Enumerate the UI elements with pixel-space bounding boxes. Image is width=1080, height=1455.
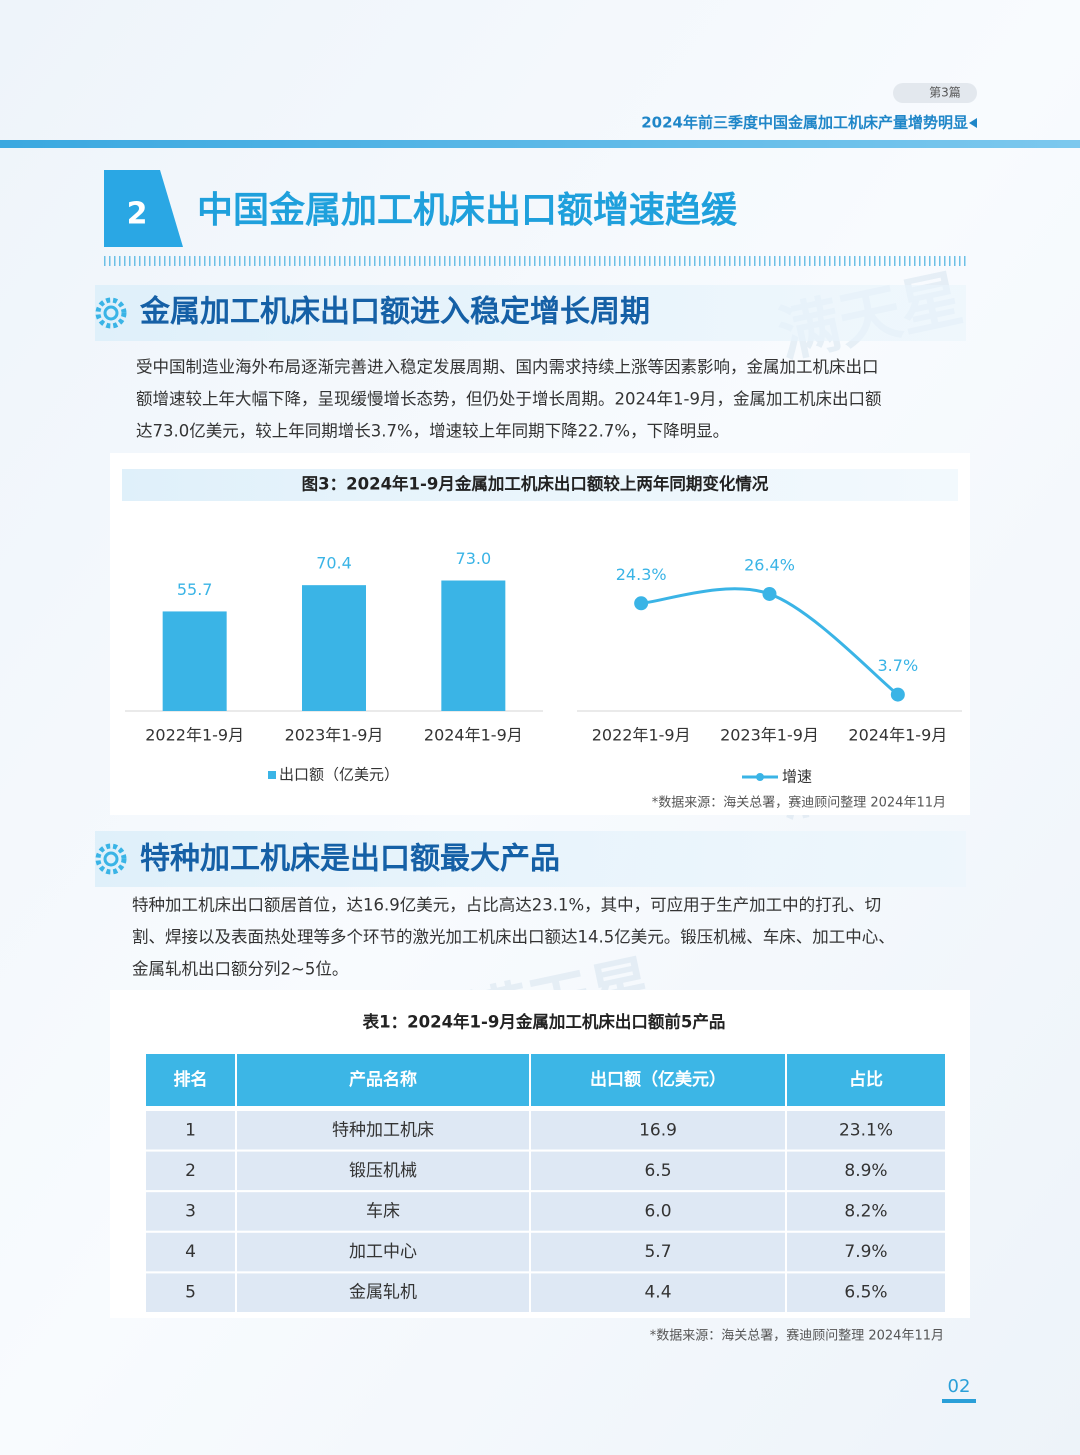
x-tick-label: 2022年1-9月 bbox=[145, 726, 244, 745]
table-cell bbox=[529, 1271, 787, 1315]
table-header-text: 产品名称 bbox=[349, 1069, 417, 1090]
legend-dot bbox=[756, 773, 764, 781]
paragraph-line: 额增速较上年大幅下降，呈现缓慢增长态势，但仍处于增长周期。2024年1-9月，金… bbox=[136, 389, 882, 409]
table-cell bbox=[785, 1230, 947, 1274]
paragraph-line: 受中国制造业海外布局逐渐完善进入稳定发展周期、国内需求持续上涨等因素影响，金属加… bbox=[136, 358, 879, 377]
data-label: 70.4 bbox=[316, 554, 352, 573]
table-header-cell bbox=[235, 1052, 531, 1108]
figure-title: 图3：2024年1-9月金属加工机床出口额较上两年同期变化情况 bbox=[302, 474, 769, 494]
table-header-text: 出口额（亿美元） bbox=[590, 1069, 726, 1090]
subsection-title: 特种加工机床是出口额最大产品 bbox=[140, 842, 560, 877]
table-cell-text: 1 bbox=[185, 1120, 196, 1140]
table-cell-text: 6.5% bbox=[844, 1283, 887, 1303]
table-header-text: 排名 bbox=[174, 1069, 208, 1090]
data-label: 73.0 bbox=[456, 549, 492, 568]
table-cell bbox=[785, 1109, 947, 1152]
title-arrow bbox=[969, 118, 977, 128]
header-band bbox=[0, 140, 1080, 148]
table-cell-text: 锻压机械 bbox=[349, 1161, 417, 1181]
paragraph-line: 达73.0亿美元，较上年同期增长3.7%，增速较上年同期下降22.7%，下降明显… bbox=[136, 422, 729, 441]
figure-card bbox=[110, 453, 970, 815]
bar bbox=[441, 580, 506, 711]
data-label: 26.4% bbox=[744, 555, 795, 574]
table-header-text: 占比 bbox=[849, 1069, 883, 1090]
table-cell bbox=[144, 1149, 237, 1193]
data-label: 55.7 bbox=[177, 580, 213, 599]
x-tick-label: 2023年1-9月 bbox=[720, 726, 819, 745]
figure-title-band bbox=[122, 469, 958, 501]
table-cell-text: 加工中心 bbox=[349, 1242, 417, 1262]
table-cell-text: 特种加工机床 bbox=[332, 1120, 434, 1140]
table-cell-text: 车床 bbox=[366, 1202, 400, 1222]
table-cell-text: 8.2% bbox=[844, 1202, 887, 1222]
table-cell-text: 4.4 bbox=[644, 1283, 671, 1303]
table-header-cell bbox=[785, 1052, 947, 1108]
charts: 55.7 70.4 73.0 出口额（亿美元） 2022年1-9月 2023年1-9月 20… bbox=[125, 549, 962, 786]
paragraph-line: 金属轧机出口额分列2~5位。 bbox=[132, 960, 348, 979]
x-tick-label: 2023年1-9月 bbox=[285, 726, 384, 745]
subsection-title: 金属加工机床出口额进入稳定增长周期 bbox=[139, 295, 650, 330]
paragraph-line: 特种加工机床出口额居首位，达16.9亿美元，占比高达23.1%，其中，可应用于生… bbox=[132, 896, 881, 915]
paragraph-line: 割、焊接以及表面热处理等多个环节的激光加工机床出口额达14.5亿美元。锻压机械、… bbox=[132, 928, 895, 947]
table-caption: 表1：2024年1-9月金属加工机床出口额前5产品 bbox=[363, 1012, 726, 1032]
x-tick-label: 2024年1-9月 bbox=[424, 726, 523, 745]
data-label: 3.7% bbox=[878, 656, 919, 675]
legend-label: 增速 bbox=[782, 768, 812, 786]
table-cell-text: 6.5 bbox=[644, 1161, 671, 1181]
table-header-cell bbox=[144, 1052, 237, 1108]
page-number-underline bbox=[942, 1399, 976, 1403]
section-title: 中国金属加工机床出口额增速趋缓 bbox=[197, 189, 738, 231]
table-cell bbox=[785, 1271, 947, 1315]
bar bbox=[162, 611, 227, 711]
table-cell-text: 8.9% bbox=[844, 1161, 887, 1181]
subsection-band bbox=[95, 285, 966, 341]
point bbox=[762, 586, 777, 601]
part-pill bbox=[893, 83, 977, 103]
gear-icon bbox=[95, 297, 127, 329]
table-cell bbox=[529, 1230, 787, 1274]
point bbox=[890, 687, 905, 702]
section-number: 2 bbox=[127, 197, 148, 232]
table-cell bbox=[529, 1190, 787, 1233]
table: 排名 产品名称 出口额（亿美元） 占比 1 特种加工机床 16.9 23.1% 2 锻压机械 6.5… bbox=[144, 1052, 947, 1315]
section-number-box bbox=[104, 170, 183, 247]
bar bbox=[302, 585, 366, 711]
figure-source: *数据来源：海关总署，赛迪顾问整理 2024年11月 bbox=[652, 795, 946, 811]
table-header-cell bbox=[529, 1052, 787, 1108]
table-cell bbox=[235, 1271, 531, 1315]
table-cell-text: 6.0 bbox=[644, 1202, 671, 1222]
table-cell bbox=[785, 1149, 947, 1193]
x-tick-label: 2022年1-9月 bbox=[592, 726, 691, 745]
table-source: *数据来源：海关总署，赛迪顾问整理 2024年11月 bbox=[650, 1328, 944, 1344]
page-number: 02 bbox=[948, 1376, 971, 1397]
data-label: 24.3% bbox=[616, 565, 667, 584]
x-tick-label: 2024年1-9月 bbox=[848, 726, 947, 745]
part-label: 第3篇 bbox=[929, 85, 961, 100]
table-cell-text: 16.9 bbox=[639, 1120, 677, 1140]
table-cell-text: 7.9% bbox=[844, 1242, 887, 1262]
table-cell-text: 2 bbox=[185, 1161, 196, 1181]
table-cell bbox=[529, 1149, 787, 1193]
table-cell bbox=[529, 1109, 787, 1152]
table-cell-text: 4 bbox=[185, 1242, 196, 1262]
table-cell-text: 5 bbox=[185, 1283, 196, 1303]
table-cell-text: 3 bbox=[185, 1202, 196, 1222]
table-cell-text: 5.7 bbox=[644, 1242, 671, 1262]
legend-label: 出口额（亿美元） bbox=[279, 766, 399, 784]
subsection-band bbox=[95, 831, 966, 887]
report-title: 2024年前三季度中国金属加工机床产量增势明显 bbox=[641, 114, 968, 132]
gear-icon bbox=[95, 843, 127, 875]
legend-swatch bbox=[268, 771, 276, 779]
table-cell bbox=[235, 1109, 531, 1152]
point bbox=[634, 596, 649, 611]
table-cell bbox=[235, 1149, 531, 1193]
table-cell-text: 23.1% bbox=[839, 1120, 893, 1140]
table-cell-text: 金属轧机 bbox=[349, 1283, 417, 1303]
